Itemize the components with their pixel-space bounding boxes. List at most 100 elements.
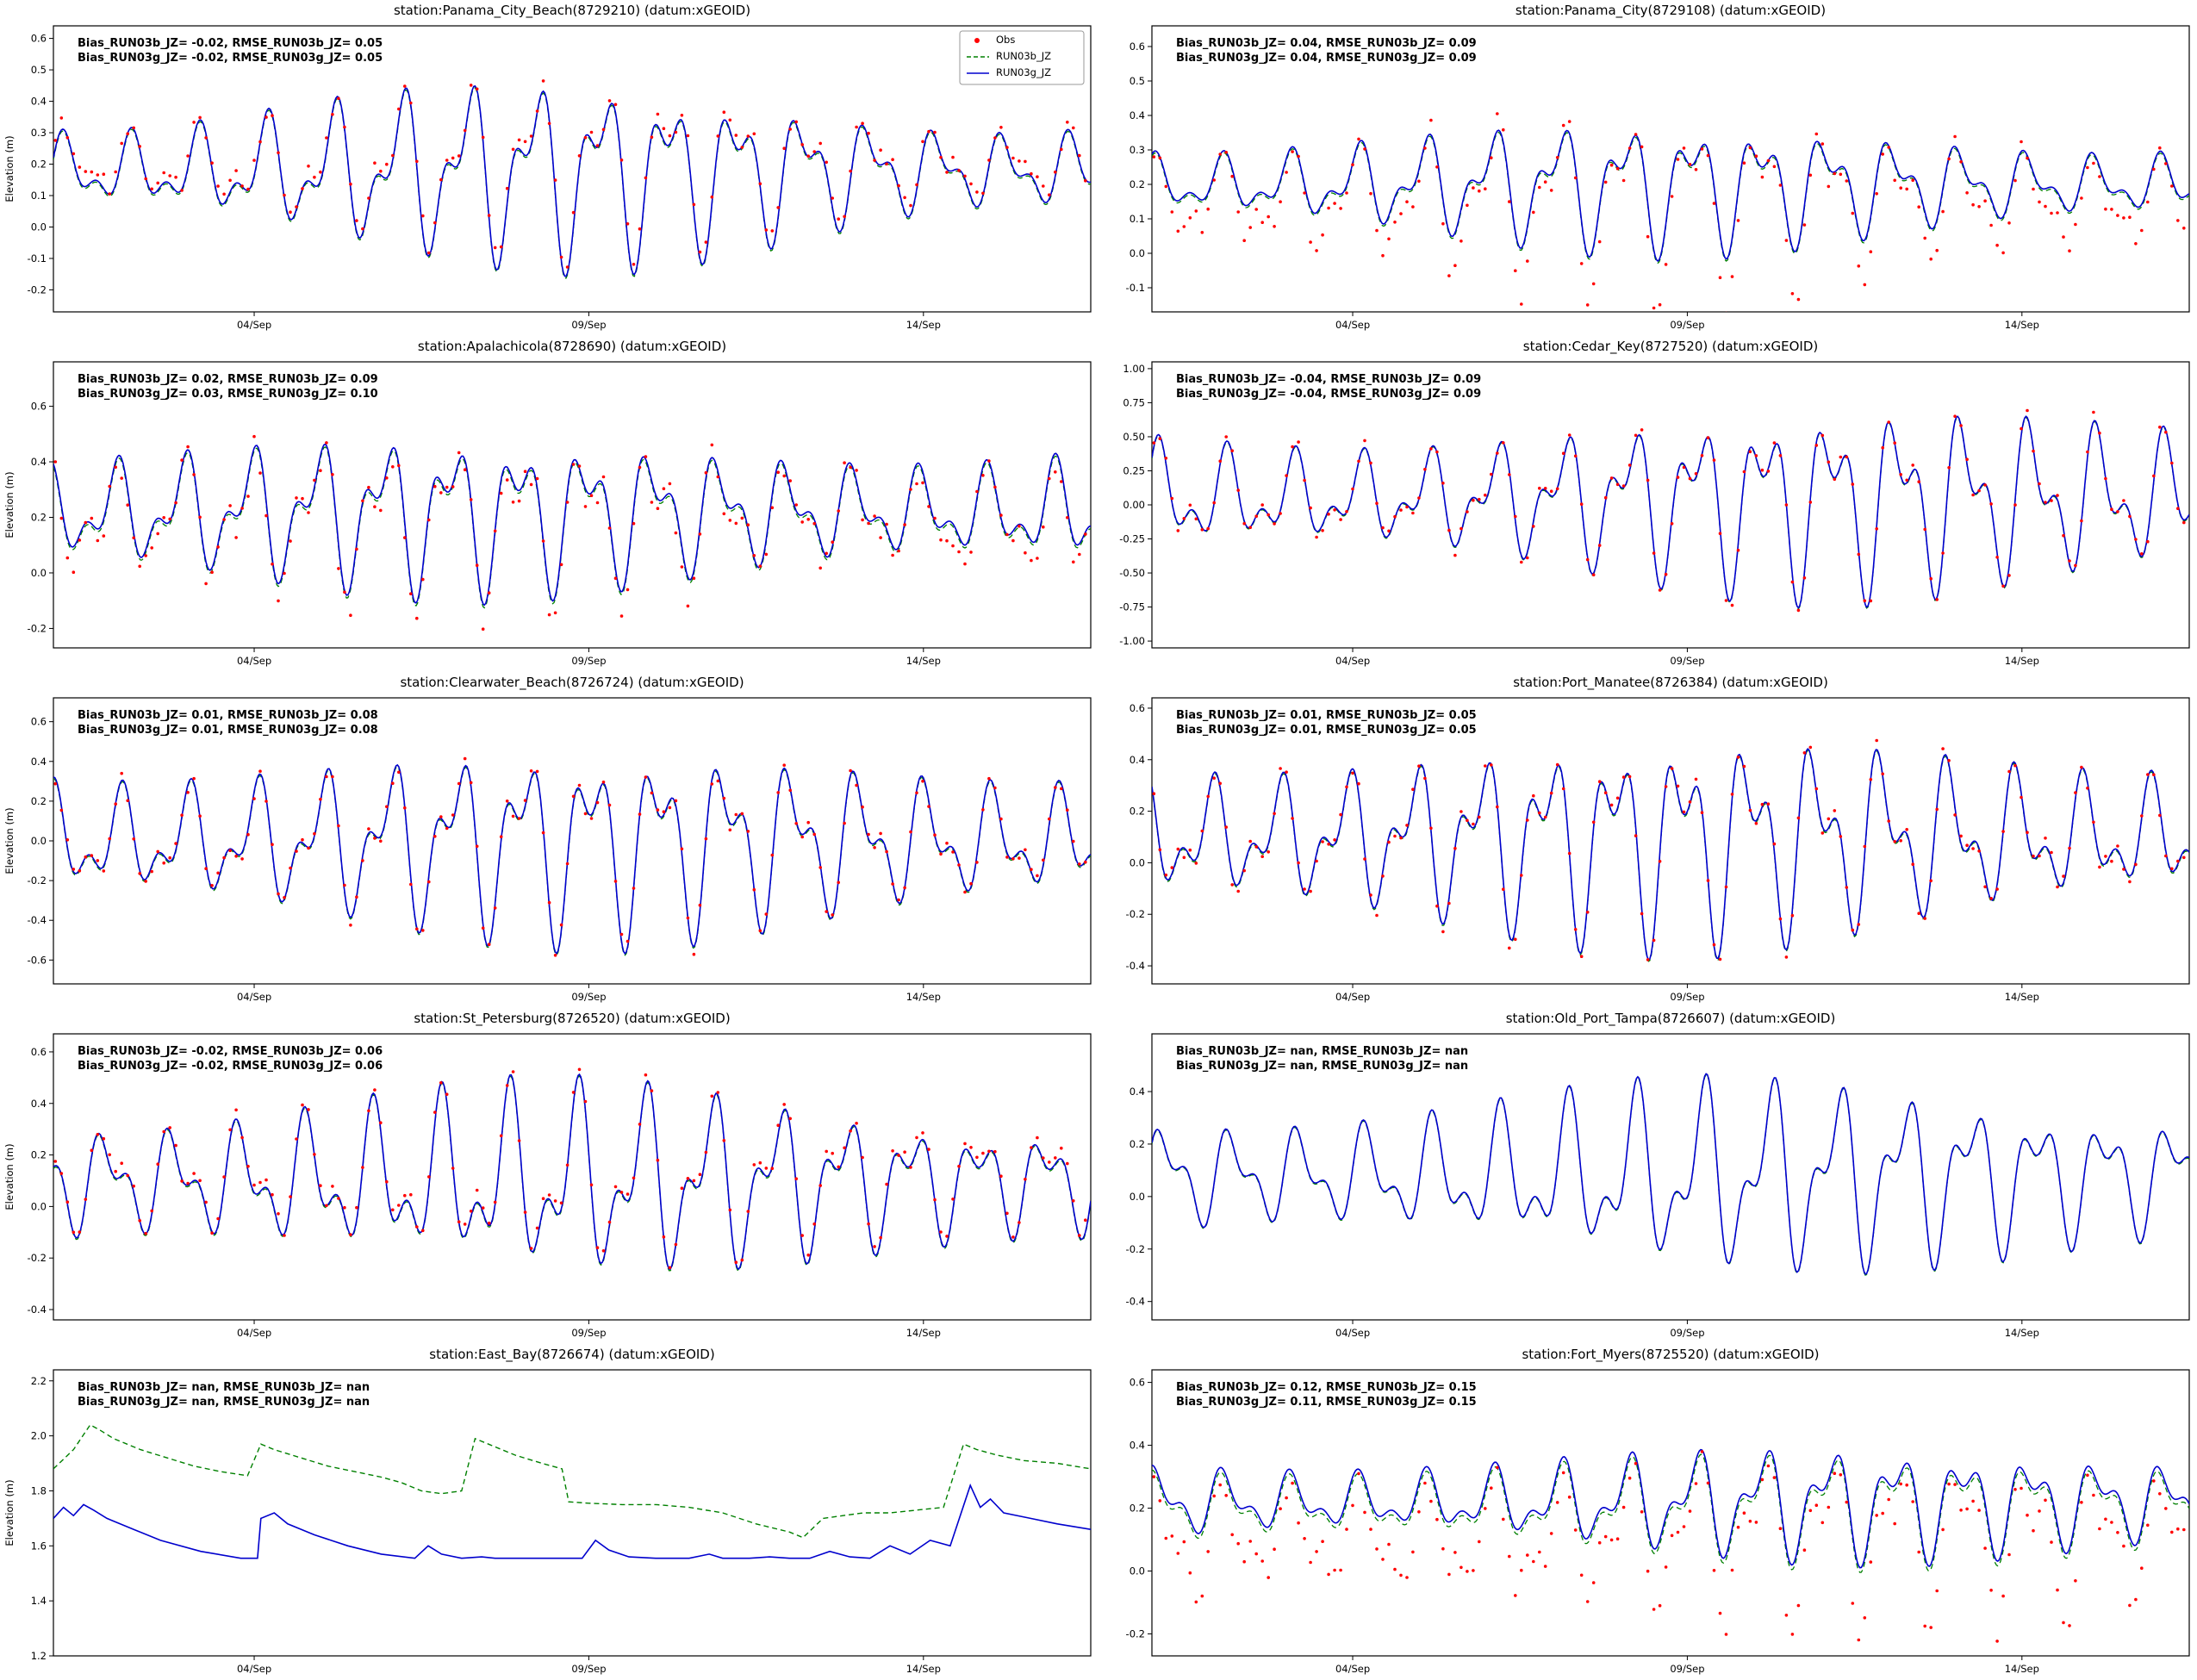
run03b-line [53,1423,1091,1539]
y-tick-label: -0.2 [28,622,47,634]
bias-rmse-annotation-line2: Bias_RUN03g_JZ= 0.01, RMSE_RUN03g_JZ= 0.… [1176,724,1477,737]
y-axis-label: Elevation (m) [3,1479,16,1546]
y-tick-label: -0.25 [1119,533,1145,545]
y-tick-label: -0.4 [28,914,47,926]
y-tick-label: 0.2 [31,512,47,524]
plot-area [1152,1448,2189,1643]
subplot-title: station:Old_Port_Tampa(8726607) (datum:x… [1506,1011,1836,1027]
y-tick-label: -0.2 [28,1252,47,1264]
y-tick-label: 0.2 [31,159,47,171]
y-tick-label: 0.25 [1123,464,1145,476]
axes-frame [1151,1033,2190,1321]
y-tick-label: 0.4 [1130,109,1145,121]
x-tick-label: 09/Sep [571,319,606,331]
y-tick-label: 0.2 [1130,806,1145,818]
y-axis-label: Elevation (m) [3,807,16,874]
bias-rmse-annotation-line1: Bias_RUN03b_JZ= nan, RMSE_RUN03b_JZ= nan [1176,1045,1468,1058]
bias-rmse-annotation-line2: Bias_RUN03g_JZ= -0.02, RMSE_RUN03g_JZ= 0… [78,1060,383,1073]
y-tick-label: 0.4 [31,1098,47,1110]
bias-rmse-annotation-line2: Bias_RUN03g_JZ= nan, RMSE_RUN03g_JZ= nan [78,1396,370,1409]
y-tick-label: 0.75 [1123,396,1145,408]
run03g-line [1152,415,2189,609]
plot-area [1152,408,2189,613]
subplot-title: station:Clearwater_Beach(8726724) (datum… [400,675,744,691]
y-tick-label: -0.1 [28,252,47,264]
x-tick-label: 09/Sep [1670,1327,1704,1339]
y-tick-label: -0.2 [1126,908,1145,920]
run03b-line [1152,1073,2189,1276]
subplot-Cedar_Key-svg: station:Cedar_Key(8727520) (datum:xGEOID… [1119,339,2190,667]
run03g-line [1152,1073,2189,1275]
subplot-East_Bay: station:East_Bay(8726674) (datum:xGEOID)… [0,1344,1098,1680]
x-tick-label: 04/Sep [1335,319,1370,331]
axes-frame [1151,25,2190,313]
y-tick-label: 0.00 [1123,499,1145,511]
subplot-title: station:Panama_City(8729108) (datum:xGEO… [1515,3,1826,19]
y-tick-label: -0.6 [28,954,47,966]
subplot-Panama_City_Beach: station:Panama_City_Beach(8729210) (datu… [0,0,1098,336]
subplot-Old_Port_Tampa-svg: station:Old_Port_Tampa(8726607) (datum:x… [1126,1011,2190,1339]
y-tick-label: -0.4 [28,1304,47,1316]
subplot-Apalachicola: station:Apalachicola(8728690) (datum:xGE… [0,336,1098,672]
bias-rmse-annotation-line1: Bias_RUN03b_JZ= 0.04, RMSE_RUN03b_JZ= 0.… [1176,37,1477,50]
x-tick-label: 04/Sep [237,655,271,667]
y-tick-label: 0.2 [1130,1503,1145,1515]
y-tick-label: 0.2 [1130,178,1145,190]
y-axis-label: Elevation (m) [3,135,16,202]
plot-area [53,434,1091,631]
y-tick-label: 0.0 [1130,1191,1145,1203]
x-tick-label: 04/Sep [237,319,271,331]
y-tick-label: -0.75 [1119,601,1145,613]
bias-rmse-annotation-line1: Bias_RUN03b_JZ= -0.02, RMSE_RUN03b_JZ= 0… [78,37,383,50]
obs-points [53,756,1087,957]
bias-rmse-annotation-line2: Bias_RUN03g_JZ= 0.03, RMSE_RUN03g_JZ= 0.… [78,388,378,401]
y-tick-label: 0.50 [1123,431,1145,443]
y-tick-label: 0.0 [31,835,47,847]
y-tick-label: 0.6 [31,716,47,728]
x-tick-label: 14/Sep [2005,319,2039,331]
run03g-line [53,1073,1091,1271]
y-tick-label: 2.0 [31,1430,47,1442]
bias-rmse-annotation-line2: Bias_RUN03g_JZ= nan, RMSE_RUN03g_JZ= nan [1176,1060,1468,1073]
y-tick-label: 0.0 [31,1200,47,1212]
x-tick-label: 14/Sep [2005,655,2039,667]
y-tick-label: 0.4 [31,456,47,468]
y-tick-label: 0.6 [31,1046,47,1058]
obs-points [53,1067,1087,1270]
subplot-title: station:Panama_City_Beach(8729210) (datu… [394,3,750,19]
y-axis-label: Elevation (m) [3,1143,16,1210]
bias-rmse-annotation-line1: Bias_RUN03b_JZ= 0.01, RMSE_RUN03b_JZ= 0.… [78,709,378,722]
plot-area [1152,1073,2189,1276]
y-tick-label: 0.0 [31,567,47,579]
legend-label: Obs [996,34,1015,46]
y-tick-label: 0.2 [1130,1138,1145,1150]
subplot-Old_Port_Tampa: station:Old_Port_Tampa(8726607) (datum:x… [1098,1008,2197,1344]
x-tick-label: 04/Sep [1335,1327,1370,1339]
subplot-Panama_City_Beach-svg: station:Panama_City_Beach(8729210) (datu… [3,3,1092,331]
x-tick-label: 14/Sep [906,1663,941,1675]
bias-rmse-annotation-line2: Bias_RUN03g_JZ= 0.11, RMSE_RUN03g_JZ= 0.… [1176,1396,1477,1409]
bias-rmse-annotation-line2: Bias_RUN03g_JZ= -0.02, RMSE_RUN03g_JZ= 0… [78,52,383,65]
obs-points [1152,1450,2186,1643]
bias-rmse-annotation-line1: Bias_RUN03b_JZ= -0.02, RMSE_RUN03b_JZ= 0… [78,1045,383,1058]
y-tick-label: 0.5 [1130,75,1145,87]
plot-area [53,1423,1091,1559]
x-tick-label: 04/Sep [1335,1663,1370,1675]
x-tick-label: 14/Sep [2005,991,2039,1003]
subplot-title: station:Port_Manatee(8726384) (datum:xGE… [1513,675,1828,691]
bias-rmse-annotation-line2: Bias_RUN03g_JZ= 0.04, RMSE_RUN03g_JZ= 0.… [1176,52,1477,65]
y-tick-label: 0.6 [1130,40,1145,53]
subplot-Port_Manatee-svg: station:Port_Manatee(8726384) (datum:xGE… [1126,675,2190,1003]
y-tick-label: -0.2 [1126,1243,1145,1255]
y-tick-label: 0.3 [1130,144,1145,156]
y-tick-label: 1.6 [31,1540,47,1552]
bias-rmse-annotation-line2: Bias_RUN03g_JZ= -0.04, RMSE_RUN03g_JZ= 0… [1176,388,1481,401]
run03g-line [1152,129,2189,263]
subplot-St_Petersburg: station:St_Petersburg(8726520) (datum:xG… [0,1008,1098,1344]
x-tick-label: 14/Sep [906,655,941,667]
run03g-line [53,84,1091,277]
axes-frame [53,697,1092,985]
x-tick-label: 09/Sep [571,655,606,667]
y-tick-label: 0.6 [1130,1377,1145,1389]
